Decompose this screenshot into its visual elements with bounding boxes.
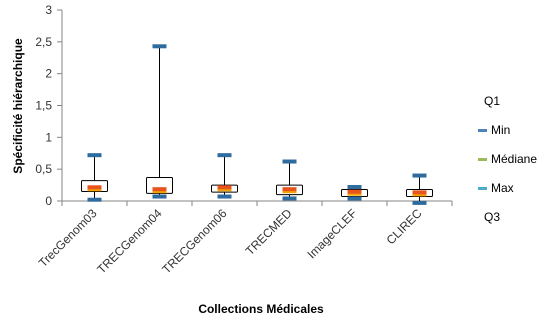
min-marker	[217, 194, 232, 199]
legend-label: Min	[491, 123, 510, 137]
legend-swatch	[478, 129, 487, 132]
legend-label: Q1	[484, 94, 500, 108]
y-tick-label: 0	[45, 194, 52, 208]
median-marker	[217, 185, 232, 190]
x-category-label: CLIREC	[384, 206, 425, 247]
y-tick-label: 2	[45, 67, 52, 81]
median-marker	[347, 189, 362, 194]
max-marker	[152, 44, 167, 49]
y-tick-label: 1,5	[35, 99, 52, 113]
legend: Q1 Min Médiane Max Q3	[478, 94, 537, 224]
y-tick-label: 1	[45, 130, 52, 144]
plot-area	[81, 44, 433, 205]
y-tick-label: 3	[45, 3, 52, 17]
x-axis-title: Collections Médicales	[198, 302, 324, 316]
median-marker	[412, 190, 427, 195]
legend-label: Max	[491, 181, 514, 195]
legend-swatch	[478, 187, 487, 190]
x-category-label: TRECGenom04	[94, 206, 164, 276]
x-category-label: TRECMED	[243, 206, 295, 258]
x-category-label: TrecGenom03	[36, 206, 100, 270]
legend-swatch	[478, 158, 487, 161]
min-marker	[87, 197, 102, 202]
min-marker	[282, 196, 297, 201]
y-axis-title: Spécificité hiérarchique	[11, 38, 25, 174]
median-marker	[152, 187, 167, 192]
median-marker	[87, 185, 102, 190]
min-marker	[412, 200, 427, 205]
max-marker	[347, 184, 362, 189]
max-marker	[87, 153, 102, 158]
x-category-label: ImageCLEF	[304, 206, 359, 261]
median-marker	[282, 187, 297, 192]
max-marker	[282, 159, 297, 164]
legend-label: Médiane	[491, 152, 537, 166]
min-marker	[152, 194, 167, 199]
max-marker	[412, 173, 427, 178]
x-category-label: TRECGenom06	[159, 206, 229, 276]
legend-label: Q3	[484, 210, 500, 224]
min-marker	[347, 196, 362, 201]
y-tick-label: 0,5	[35, 162, 52, 176]
y-tick-label: 2,5	[35, 35, 52, 49]
y-axis: 0 0,5 1 1,5 2 2,5 3	[35, 3, 63, 208]
max-marker	[217, 153, 232, 158]
